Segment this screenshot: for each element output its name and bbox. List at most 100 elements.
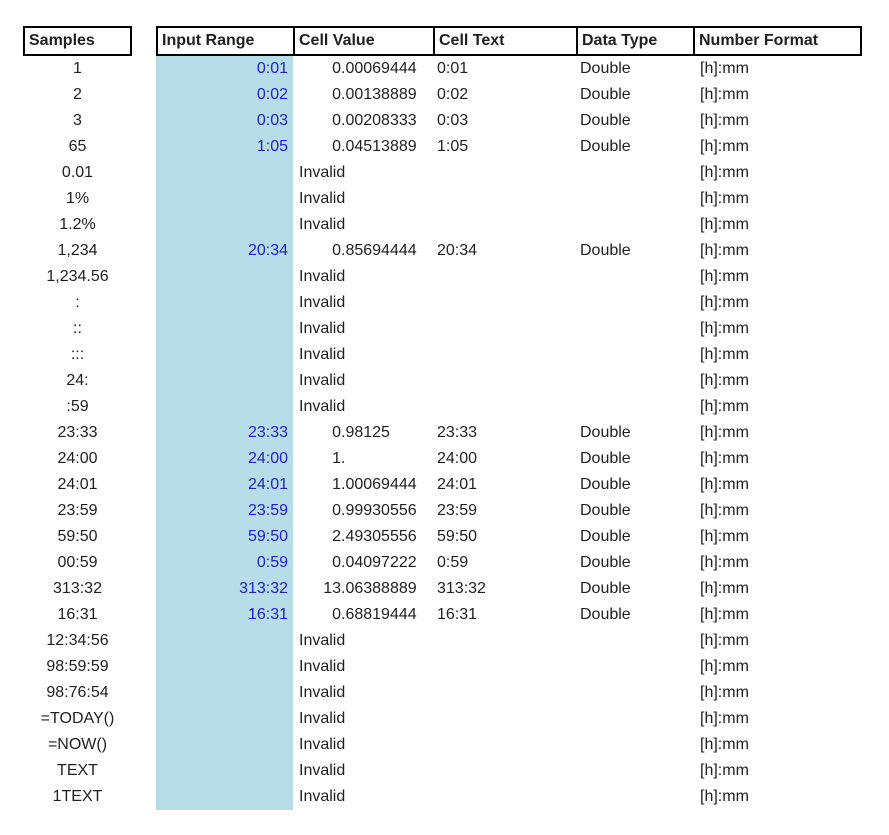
cell-text-cell[interactable] (433, 680, 576, 706)
cell-text-cell[interactable]: 16:31 (437, 606, 478, 623)
sample-cell[interactable]: TEXT (57, 762, 98, 779)
data-type-cell[interactable] (576, 758, 693, 784)
number-format-cell[interactable]: [h]:mm (700, 476, 749, 493)
cell-value-cell[interactable]: Invalid (299, 632, 346, 649)
cell-value-cell[interactable]: Invalid (299, 320, 346, 337)
number-format-cell[interactable]: [h]:mm (700, 580, 749, 597)
number-format-cell[interactable]: [h]:mm (700, 86, 749, 103)
data-type-cell[interactable]: Double (580, 112, 631, 129)
number-format-column-header[interactable]: Number Format (699, 32, 819, 49)
data-type-cell[interactable]: Double (580, 476, 631, 493)
input-range-cell[interactable] (156, 394, 293, 420)
input-range-cell[interactable] (156, 290, 293, 316)
number-format-cell[interactable]: [h]:mm (700, 164, 749, 181)
data-type-cell[interactable]: Double (580, 580, 631, 597)
sample-cell[interactable]: 1.2% (59, 216, 96, 233)
input-range-cell[interactable]: 0:01 (256, 60, 288, 77)
input-range-cell[interactable] (156, 706, 293, 732)
number-format-cell[interactable]: [h]:mm (700, 242, 749, 259)
sample-cell[interactable]: :: (73, 320, 82, 337)
number-format-cell[interactable]: [h]:mm (700, 138, 749, 155)
number-format-cell[interactable]: [h]:mm (700, 502, 749, 519)
cell-value-cell[interactable]: 0.04513889 (293, 134, 433, 160)
cell-value-cell[interactable]: 2.49305556 (293, 524, 433, 550)
cell-text-cell[interactable]: 0:03 (437, 112, 469, 129)
cell-value-cell[interactable]: Invalid (299, 736, 346, 753)
cell-value-cell[interactable]: Invalid (299, 294, 346, 311)
sample-cell[interactable]: 313:32 (53, 580, 102, 597)
cell-text-cell[interactable]: 23:33 (437, 424, 478, 441)
cell-value-cell[interactable]: Invalid (299, 398, 346, 415)
data-type-cell[interactable] (576, 368, 693, 394)
input-range-cell[interactable]: 0:02 (256, 86, 288, 103)
sample-cell[interactable]: 1TEXT (52, 788, 103, 805)
number-format-cell[interactable]: [h]:mm (700, 788, 749, 805)
sample-cell[interactable]: 3 (73, 112, 82, 129)
number-format-cell[interactable]: [h]:mm (700, 424, 749, 441)
cell-text-cell[interactable] (433, 342, 576, 368)
data-type-cell[interactable]: Double (580, 528, 631, 545)
data-type-cell[interactable] (576, 212, 693, 238)
cell-value-cell[interactable]: Invalid (299, 762, 346, 779)
number-format-cell[interactable]: [h]:mm (700, 346, 749, 363)
cell-text-cell[interactable] (433, 212, 576, 238)
cell-text-cell[interactable] (433, 706, 576, 732)
sample-cell[interactable]: 23:59 (57, 502, 98, 519)
data-type-cell[interactable]: Double (580, 424, 631, 441)
sample-cell[interactable]: 59:50 (57, 528, 98, 545)
cell-text-cell[interactable]: 59:50 (437, 528, 478, 545)
cell-value-cell[interactable]: Invalid (299, 788, 346, 805)
number-format-cell[interactable]: [h]:mm (700, 398, 749, 415)
cell-value-cell[interactable]: Invalid (299, 216, 346, 233)
data-type-cell[interactable] (576, 186, 693, 212)
sample-cell[interactable]: 0.01 (61, 164, 94, 181)
cell-text-column-header[interactable]: Cell Text (435, 28, 578, 54)
number-format-cell[interactable]: [h]:mm (700, 112, 749, 129)
cell-value-cell[interactable]: Invalid (299, 372, 346, 389)
cell-text-cell[interactable] (433, 628, 576, 654)
data-type-cell[interactable] (576, 342, 693, 368)
data-type-cell[interactable]: Double (580, 138, 631, 155)
data-type-cell[interactable] (576, 628, 693, 654)
sample-cell[interactable]: 2 (73, 86, 82, 103)
number-format-cell[interactable]: [h]:mm (700, 762, 749, 779)
cell-text-cell[interactable] (433, 264, 576, 290)
number-format-cell[interactable]: [h]:mm (700, 268, 749, 285)
cell-value-cell[interactable]: 0.04097222 (293, 550, 433, 576)
sample-cell[interactable]: 23:33 (57, 424, 98, 441)
data-type-cell[interactable]: Double (580, 606, 631, 623)
cell-text-cell[interactable]: 0:02 (437, 86, 469, 103)
input-range-cell[interactable] (156, 654, 293, 680)
sample-cell[interactable]: 1 (73, 60, 82, 77)
data-type-cell[interactable]: Double (580, 502, 631, 519)
cell-value-cell[interactable]: 1. (293, 446, 433, 472)
sample-cell[interactable]: 24:01 (57, 476, 98, 493)
sample-cell[interactable]: :59 (66, 398, 89, 415)
cell-text-cell[interactable] (433, 290, 576, 316)
cell-text-cell[interactable] (433, 654, 576, 680)
input-range-cell[interactable] (156, 758, 293, 784)
sample-cell[interactable]: : (75, 294, 80, 311)
input-range-cell[interactable]: 23:33 (247, 424, 288, 441)
input-range-cell[interactable]: 16:31 (247, 606, 288, 623)
input-range-cell[interactable]: 24:01 (247, 476, 288, 493)
input-range-cell[interactable]: 20:34 (247, 242, 288, 259)
cell-value-cell[interactable]: Invalid (299, 164, 346, 181)
number-format-cell[interactable]: [h]:mm (700, 190, 749, 207)
input-range-cell[interactable]: 0:59 (256, 554, 288, 571)
sample-cell[interactable]: 98:59:59 (46, 658, 109, 675)
cell-text-cell[interactable]: 0:59 (437, 554, 469, 571)
cell-text-cell[interactable]: 24:01 (437, 476, 478, 493)
data-type-cell[interactable] (576, 316, 693, 342)
input-range-cell[interactable] (156, 160, 293, 186)
sample-cell[interactable]: =TODAY() (40, 710, 115, 727)
input-range-column-header[interactable]: Input Range (158, 28, 295, 54)
number-format-cell[interactable]: [h]:mm (700, 658, 749, 675)
input-range-cell[interactable] (156, 316, 293, 342)
input-range-cell[interactable]: 59:50 (247, 528, 288, 545)
cell-text-cell[interactable]: 23:59 (437, 502, 478, 519)
data-type-cell[interactable]: Double (580, 242, 631, 259)
data-type-cell[interactable] (576, 784, 693, 810)
cell-value-cell[interactable]: 0.00069444 (293, 56, 433, 82)
data-type-cell[interactable]: Double (580, 86, 631, 103)
